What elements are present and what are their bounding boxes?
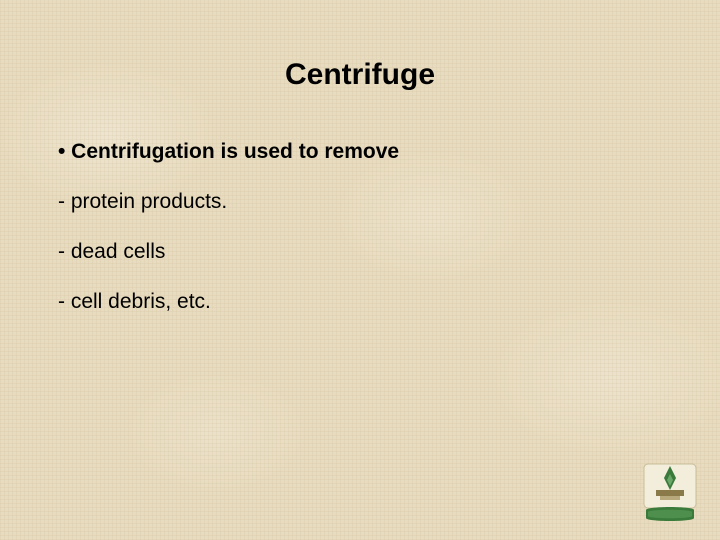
slide-body: • Centrifugation is used to remove - pro… [58, 140, 662, 340]
lead-bullet: • Centrifugation is used to remove [58, 140, 662, 164]
slide-title: Centrifuge [0, 58, 720, 92]
crest-icon [642, 460, 698, 526]
list-item: - dead cells [58, 240, 662, 264]
list-item: - protein products. [58, 190, 662, 214]
institution-logo [642, 460, 698, 526]
slide: Centrifuge • Centrifugation is used to r… [0, 0, 720, 540]
list-item: - cell debris, etc. [58, 290, 662, 314]
